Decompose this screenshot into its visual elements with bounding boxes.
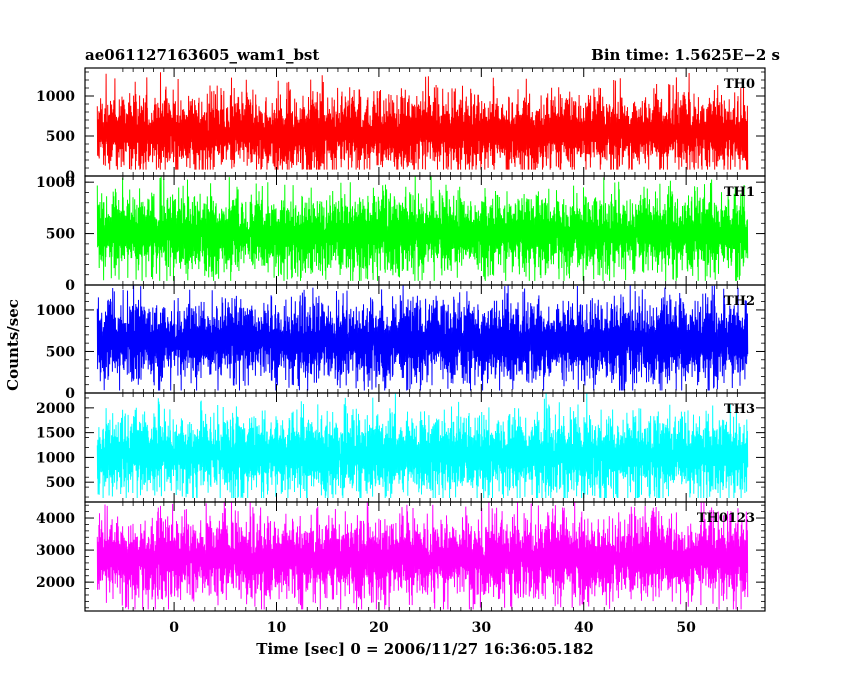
panel-label-th0: TH0 [724, 77, 755, 92]
series-line-th0123 [96, 502, 749, 610]
y-tick-label: 1500 [36, 426, 75, 442]
chart-subtitle: Bin time: 1.5625E−2 s [591, 46, 780, 64]
x-tick-label: 40 [574, 620, 594, 636]
x-tick-label: 30 [472, 620, 492, 636]
panel-th2: 0 500 1000 TH2 [36, 284, 766, 402]
panel-th3: 500 1000 1500 2000 TH3 [36, 392, 766, 503]
panel-th0: 0 500 1000 TH0 [36, 67, 766, 185]
panel-label-th3: TH3 [724, 402, 755, 417]
y-tick-label: 1000 [36, 303, 75, 319]
y-axis-label: Counts/sec [4, 299, 22, 391]
x-tick-label: 0 [169, 620, 179, 636]
y-tick-label: 500 [46, 129, 75, 145]
panels-group: 0 500 1000 TH0 0 500 1000 TH1 0 500 1000 TH2 500 1000… [36, 67, 766, 612]
panel-th0123: 2000 3000 4000 TH0123 [36, 501, 766, 612]
panel-th1: 0 500 1000 TH1 [36, 175, 766, 294]
series-line-th0 [96, 72, 749, 170]
y-tick-label: 0 [65, 386, 75, 402]
panel-label-th2: TH2 [724, 294, 755, 309]
y-tick-label: 3000 [36, 543, 75, 559]
y-tick-label: 1000 [36, 89, 75, 105]
y-tick-label: 2000 [36, 575, 75, 591]
x-tick-label: 50 [676, 620, 696, 636]
x-tick-label: 20 [369, 620, 389, 636]
y-tick-label: 4000 [36, 511, 75, 527]
x-axis: 0 10 20 30 40 50 [169, 620, 696, 636]
x-axis-label: Time [sec] 0 = 2006/11/27 16:36:05.182 [256, 640, 593, 658]
y-tick-label: 2000 [36, 401, 75, 417]
y-tick-label: 500 [46, 475, 75, 491]
chart-title: ae061127163605_wam1_bst [85, 46, 319, 64]
y-tick-label: 500 [46, 227, 75, 243]
y-tick-label: 1000 [36, 450, 75, 466]
panel-label-th1: TH1 [724, 185, 755, 200]
x-tick-label: 10 [267, 620, 287, 636]
y-tick-label: 0 [65, 278, 75, 294]
y-tick-label: 1000 [36, 175, 75, 191]
series-line-th1 [96, 176, 749, 281]
series-line-th3 [96, 393, 749, 499]
panel-label-th0123: TH0123 [697, 511, 755, 526]
y-tick-label: 0 [65, 169, 75, 185]
y-tick-label: 500 [46, 344, 75, 360]
series-line-th2 [96, 285, 749, 391]
